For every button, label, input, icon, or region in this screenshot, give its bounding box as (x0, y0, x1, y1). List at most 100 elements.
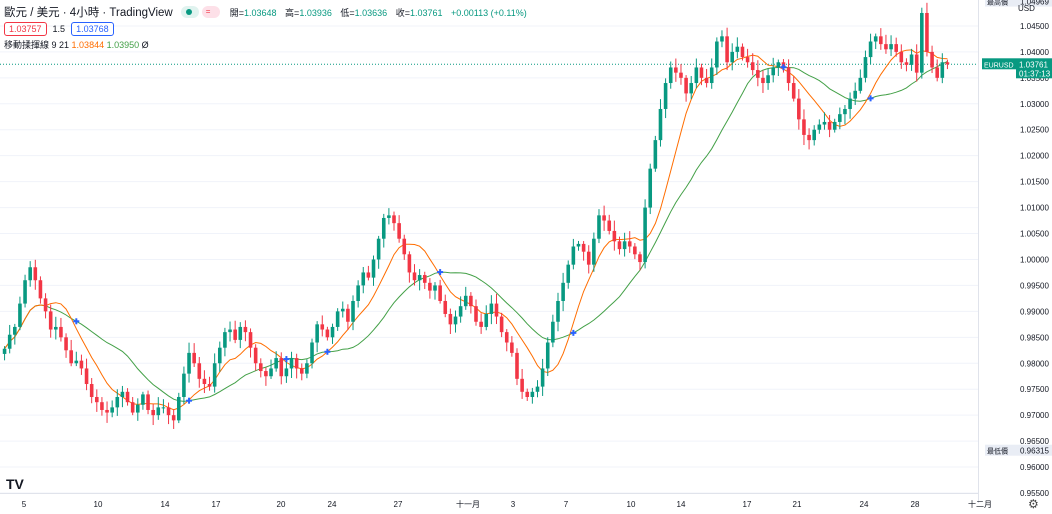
candle-body (530, 391, 535, 397)
ma-cross-marker (780, 64, 787, 71)
symbol-title[interactable]: 歐元 / 美元 · 4小時 · TradingView (4, 7, 173, 19)
candle-body (914, 54, 919, 73)
price-tick-label: 1.03000 (1020, 100, 1049, 109)
buy-button[interactable]: 1.03768 (71, 22, 114, 36)
high-label: 高= (285, 7, 300, 18)
data-mode-icon[interactable]: = (201, 6, 220, 18)
min-price-label-value-bg (1018, 444, 1052, 456)
gear-icon[interactable]: ⚙ (1028, 497, 1039, 511)
candle-body (884, 44, 888, 50)
candle-body (33, 267, 38, 281)
ma-cross-marker (437, 269, 444, 276)
bar-countdown: 01:37:13 (1019, 69, 1051, 78)
candle-body (238, 326, 243, 340)
grid-lines (0, 25, 978, 494)
sell-button[interactable]: 1.03757 (4, 22, 47, 36)
candle-body (284, 368, 289, 377)
low-label: 低= (340, 7, 355, 18)
candle-body (709, 67, 714, 84)
candle-body (371, 259, 376, 278)
price-tick-label: 0.97000 (1020, 411, 1049, 420)
candle-body (617, 241, 622, 250)
candle-body (115, 396, 120, 408)
candle-body (510, 342, 514, 353)
candle-body (545, 342, 550, 369)
time-tick-label: 14 (677, 500, 686, 509)
close-label: 收= (395, 7, 410, 18)
max-price-label-bg (985, 0, 1018, 7)
candle-body (28, 267, 32, 281)
candle-body (925, 12, 929, 52)
tradingview-logo-icon[interactable]: TV (6, 476, 24, 492)
price-tick-label: 1.01000 (1020, 204, 1049, 213)
candle-body (428, 282, 432, 291)
time-tick-label: 7 (564, 500, 569, 509)
price-tick-label: 0.98500 (1020, 333, 1049, 342)
candle-body (797, 98, 801, 120)
price-tick-label: 0.99500 (1020, 281, 1049, 290)
ma-cross-markers (73, 64, 874, 404)
currency-label[interactable]: USD (1018, 4, 1035, 13)
candle-body (84, 368, 89, 385)
candle-body (202, 378, 207, 385)
candle-body (715, 41, 719, 68)
candle-body (402, 238, 407, 255)
candle-body (750, 62, 755, 71)
candle-body (392, 215, 396, 224)
candle-body (48, 311, 53, 330)
time-tick-label: 24 (328, 500, 337, 509)
min-price-label-value: 0.96315 (1020, 447, 1049, 456)
candle-body (310, 342, 314, 364)
candle-body (125, 391, 130, 403)
candle-body (571, 246, 576, 265)
price-tick-label: 0.98000 (1020, 359, 1049, 368)
candle-body (597, 215, 601, 239)
candle-body (443, 300, 448, 314)
candle-body (228, 329, 232, 333)
candle-body (59, 326, 63, 338)
candle-body (581, 243, 586, 252)
time-tick-label: 28 (911, 500, 920, 509)
candle-body (725, 36, 729, 63)
price-tick-label: 1.04500 (1020, 22, 1049, 31)
max-price-label-value-bg (1018, 0, 1052, 7)
time-axis[interactable]: 5 10 14 17 20 24 27 十一月 3 7 10 14 17 21 24 28 十二月 (0, 493, 992, 510)
candle-body (64, 337, 68, 351)
candle-body (791, 83, 796, 99)
candle-body (853, 90, 857, 99)
open-value: 1.03648 (243, 7, 277, 18)
candle-body (540, 368, 545, 387)
candle-body (397, 223, 401, 239)
candle-body (668, 67, 673, 84)
candle-body (43, 298, 48, 312)
candle-body (838, 114, 842, 122)
candle-body (95, 396, 99, 403)
candle-body (602, 215, 606, 221)
trade-panel: 1.03757 1.5 1.03768 (4, 22, 114, 36)
market-status-icon[interactable] (180, 6, 199, 18)
candle-body (479, 321, 483, 327)
candle-body (679, 72, 683, 78)
candle-body (474, 306, 478, 322)
price-tick-label: 1.00500 (1020, 230, 1049, 239)
candle-body (305, 363, 309, 374)
price-axis[interactable]: 1.04500 1.04000 1.03500 1.03000 1.02500 1.020… (978, 0, 1052, 514)
candle-body (79, 360, 84, 369)
min-price-label-bg (985, 444, 1018, 456)
time-tick-label: 24 (860, 500, 869, 509)
candle-body (674, 67, 678, 73)
candle-body (607, 220, 612, 231)
candle-body (356, 285, 360, 301)
candle-body (151, 409, 155, 416)
candle-body (89, 384, 94, 397)
candle-body (945, 62, 950, 65)
indicator-legend[interactable]: 移動揉揮線 9 21 1.03844 1.03950 Ø (4, 38, 149, 51)
candle-body (458, 306, 463, 317)
candle-body (694, 67, 699, 84)
time-tick-label: 21 (793, 500, 802, 509)
ohlc-values: 開=1.03648 高=1.03936 低=1.03636 收=1.03761 … (230, 6, 533, 19)
symbol-tag: EURUSD (984, 62, 1014, 69)
candle-body (463, 295, 468, 307)
spread-value: 1.5 (52, 24, 66, 34)
